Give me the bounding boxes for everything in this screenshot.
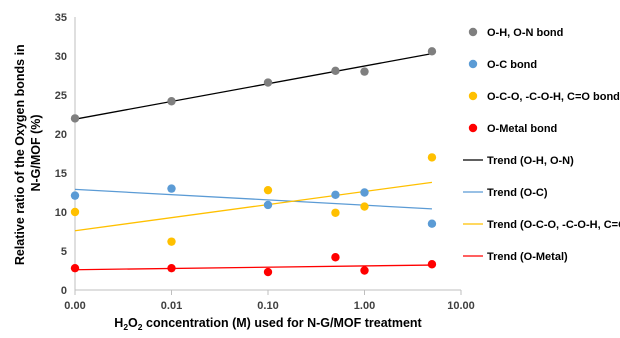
data-point (167, 237, 176, 246)
x-axis-title-o: O (128, 316, 138, 330)
y-tick-label: 30 (55, 51, 67, 63)
data-point (331, 190, 340, 200)
data-point (70, 207, 80, 217)
data-points (70, 47, 437, 277)
data-point (360, 67, 369, 76)
legend-entry-label: O-C-O, -C-O-H, C=O bond (487, 91, 620, 103)
data-point (263, 200, 273, 210)
data-point (427, 153, 437, 162)
data-point (70, 263, 80, 273)
x-axis-title-sub-2b: 2 (138, 322, 143, 332)
legend-trend-label: Trend (O-Metal) (487, 251, 568, 263)
data-point (360, 266, 369, 275)
x-tick-label: 0.10 (257, 300, 278, 312)
data-point (360, 202, 369, 211)
data-point (263, 78, 273, 87)
data-point (167, 263, 176, 273)
y-axis-title-line-2: N-G/MOF (%) (29, 114, 43, 191)
x-tick-label: 0.00 (64, 300, 85, 312)
legend: O-H, O-N bond O-C bond O-C-O, -C-O-H, C=O … (463, 27, 620, 263)
x-tick-label: 0.01 (161, 300, 182, 312)
y-axis-ticks: 0 5 10 15 20 25 30 35 (55, 12, 67, 297)
legend-trend-label: Trend (O-C) (487, 187, 548, 199)
trend-lines (74, 53, 433, 271)
legend-entry-label: O-C bond (487, 59, 537, 71)
y-axis-title-line-1: Relative ratio of the Oxygen bonds in (13, 44, 27, 265)
y-tick-label: 25 (55, 90, 67, 102)
legend-entry-label: O-Metal bond (487, 123, 557, 135)
trend-line (74, 264, 432, 271)
legend-marker (468, 123, 478, 133)
y-tick-label: 5 (61, 246, 67, 258)
legend-marker (468, 91, 478, 101)
x-axis-title-sub-2a: 2 (123, 322, 128, 332)
trend-line (74, 53, 433, 120)
x-tick-label: 1.00 (354, 300, 375, 312)
x-axis-title: H2O2 concentration (M) used for N-G/MOF … (114, 316, 422, 332)
data-point (331, 253, 340, 262)
legend-trend-label: Trend (O-C-O, -C-O-H, C=O) (487, 219, 620, 231)
data-point (331, 208, 340, 217)
y-axis-title: Relative ratio of the Oxygen bonds in N-… (13, 41, 43, 265)
plot-area (74, 17, 461, 291)
x-axis-ticks: 0.00 0.01 0.10 1.00 10.00 (64, 290, 475, 312)
data-point (427, 47, 437, 56)
trend-line (74, 181, 433, 232)
y-tick-label: 35 (55, 12, 67, 24)
data-point (70, 191, 80, 200)
trend-line (74, 188, 432, 210)
data-point (167, 184, 176, 193)
data-point (263, 267, 273, 277)
y-tick-label: 0 (61, 285, 67, 297)
data-point (167, 97, 176, 106)
y-tick-label: 10 (55, 207, 67, 219)
legend-trend-label: Trend (O-H, O-N) (487, 155, 574, 167)
x-axis-title-h: H (114, 316, 123, 330)
data-point (70, 114, 80, 123)
legend-marker (468, 59, 478, 69)
y-tick-label: 15 (55, 168, 67, 180)
legend-entry-label: O-H, O-N bond (487, 27, 563, 39)
y-tick-label: 20 (55, 129, 67, 141)
data-point (263, 185, 273, 195)
x-tick-label: 10.00 (447, 300, 475, 312)
legend-marker (468, 27, 478, 37)
data-point (331, 66, 340, 76)
x-axis-title-rest: concentration (M) used for N-G/MOF treat… (143, 316, 423, 330)
data-point (427, 260, 437, 269)
data-point (360, 188, 369, 197)
data-point (427, 219, 437, 228)
